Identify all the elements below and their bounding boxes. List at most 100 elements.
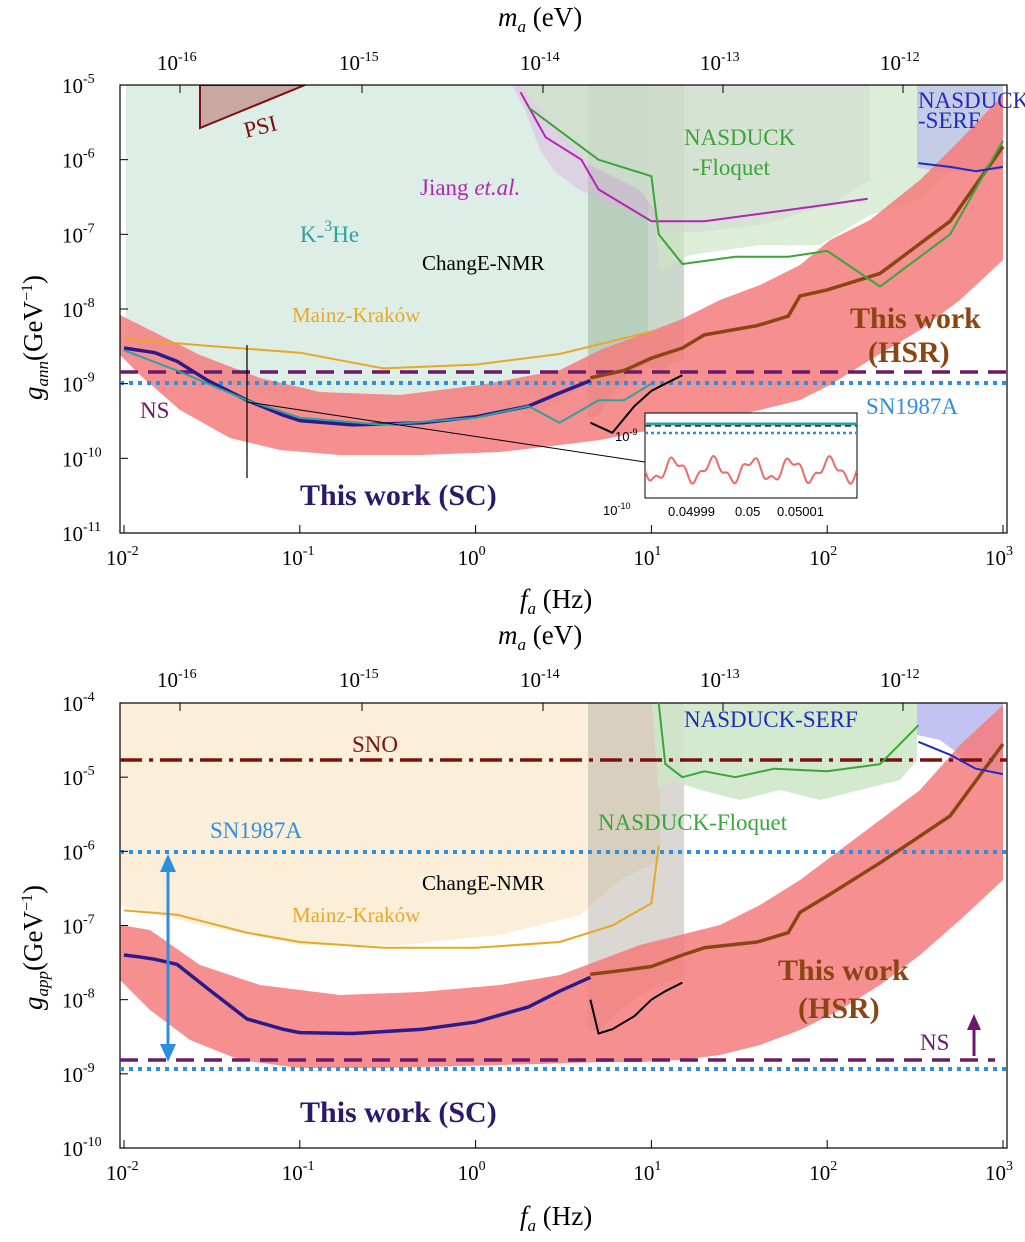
series-jiang-et-al-	[519, 91, 868, 223]
inset-ytick-1-exp: -9	[629, 427, 637, 437]
top-series-group	[123, 91, 1005, 434]
series-mainz-krak-w	[123, 845, 660, 949]
bottom-top-xlabel-sub: a	[518, 635, 527, 654]
ns-up-arrow	[967, 1014, 981, 1056]
top-tick-base: 10	[520, 51, 541, 75]
top-tick-exp: -12	[901, 50, 920, 65]
xtick-label: 101	[633, 1159, 661, 1185]
label-changE: ChangE-NMR	[422, 251, 545, 275]
label-khe: K-3He	[300, 218, 359, 247]
top-tick-base: 10	[339, 51, 360, 75]
inset-xtick-1: 0.04999	[668, 504, 715, 519]
xtick-exp: 0	[479, 1159, 486, 1174]
psi-excluded-region	[199, 85, 306, 130]
series-mainz-krak-w	[123, 330, 652, 370]
xtick-exp: 1	[654, 1159, 661, 1174]
xtick-label: 101	[633, 544, 661, 570]
ytick-label: 10-7	[62, 913, 95, 939]
series-nasduck-serf	[918, 740, 1004, 776]
top-tick-label: 10-13	[700, 50, 740, 75]
top-tick-label: 10-16	[157, 50, 197, 75]
label-nasduck-serf-1: NASDUCK	[918, 88, 1025, 113]
bottom-label-nasduck-floquet: NASDUCK-Floquet	[598, 810, 788, 835]
top-tick-base: 10	[880, 668, 901, 692]
top-ylabel-exp: −1	[19, 284, 36, 301]
xtick-base: 10	[106, 1161, 127, 1185]
xtick-label: 103	[985, 1159, 1013, 1185]
label-this-work-hsr-1: This work	[850, 302, 981, 335]
series-this-work-sc-	[123, 953, 592, 1036]
bottom-label-ns: NS	[920, 1030, 949, 1055]
ytick-base: 10	[62, 766, 83, 790]
ytick-base: 10	[62, 1137, 83, 1161]
top-tick-label: 10-16	[157, 667, 197, 692]
ytick-label: 10-6	[62, 838, 95, 864]
bottom-ylabel-sub: app	[33, 971, 52, 997]
top-tick-base: 10	[339, 668, 360, 692]
xtick-base: 10	[633, 546, 654, 570]
top-xlabel-unit: (Hz)	[536, 584, 592, 614]
top-tick-label: 10-13	[700, 667, 740, 692]
xtick-exp: 0	[479, 544, 486, 559]
ytick-exp: -9	[83, 371, 95, 386]
ytick-exp: -10	[83, 445, 102, 460]
ytick-label: 10-10	[62, 1135, 102, 1161]
ytick-base: 10	[62, 692, 83, 716]
top-tick-label: 10-14	[520, 50, 560, 75]
xtick-base: 10	[985, 1161, 1006, 1185]
top-top-xlabel: ma (eV)	[498, 2, 582, 36]
xtick-base: 10	[809, 546, 830, 570]
sn-range-arrow	[160, 854, 176, 1062]
ytick-base: 10	[62, 840, 83, 864]
bottom-ylabel-unit: (GeV	[18, 911, 48, 971]
xtick-label: 100	[458, 544, 486, 570]
top-xlabel: fa (Hz)	[520, 584, 592, 618]
series-k-3he	[123, 349, 652, 426]
top-ylabel-close: )	[18, 275, 48, 284]
bottom-axes-ticks: 10-2 10-1 100 101 102 10310-1010-910-810-710-…	[62, 667, 1013, 1185]
top-tick-exp: -15	[360, 50, 379, 65]
top-tick-label: 10-12	[880, 50, 920, 75]
bottom-ylabel-exp: −1	[19, 894, 36, 911]
nasduck-floquet-excluded-region	[520, 85, 1000, 270]
ytick-label: 10-7	[62, 221, 95, 247]
top-tick-base: 10	[700, 668, 721, 692]
top-tick-label: 10-12	[880, 667, 920, 692]
top-tick-base: 10	[157, 668, 178, 692]
xtick-exp: 1	[654, 544, 661, 559]
ytick-label: 10-5	[62, 72, 95, 98]
xtick-base: 10	[633, 1161, 654, 1185]
xtick-exp: -1	[303, 544, 315, 559]
series-change-nmr	[589, 374, 683, 434]
ytick-exp: -8	[83, 987, 95, 1002]
bottom-label-mainz: Mainz-Kraków	[292, 903, 421, 927]
xtick-label: 102	[809, 544, 837, 570]
xtick-label: 102	[809, 1159, 837, 1185]
ytick-exp: -11	[83, 520, 101, 535]
xtick-base: 10	[282, 546, 303, 570]
bottom-ylabel-close: )	[18, 885, 48, 894]
xtick-exp: -2	[127, 1159, 139, 1174]
ytick-base: 10	[62, 373, 83, 397]
ytick-base: 10	[62, 989, 83, 1013]
top-axes-ticks: 10-2 10-1 100 101 102 10310-1110-1010-910-810…	[62, 50, 1013, 570]
sn-range-arrow-head-up	[160, 854, 176, 872]
ytick-label: 10-6	[62, 147, 95, 173]
label-nasduck-floquet-1: NASDUCK	[684, 125, 796, 150]
xtick-base: 10	[985, 546, 1006, 570]
top-tick-base: 10	[700, 51, 721, 75]
xtick-base: 10	[458, 546, 479, 570]
bottom-label-sn1987a: SN1987A	[210, 818, 302, 843]
bottom-label-sno: SNO	[352, 732, 398, 757]
inset-sensitivity-wave	[645, 455, 857, 485]
xtick-exp: -1	[303, 1159, 315, 1174]
ytick-exp: -9	[83, 1061, 95, 1076]
label-khe-prefix: K-	[300, 222, 324, 247]
xtick-label: 10-2	[106, 544, 139, 570]
ytick-label: 10-9	[62, 371, 95, 397]
label-nasduck-floquet-2: -Floquet	[692, 155, 771, 180]
ytick-exp: -8	[83, 296, 95, 311]
ytick-label: 10-8	[62, 987, 95, 1013]
bottom-label-this-work-hsr-1: This work	[778, 954, 909, 987]
